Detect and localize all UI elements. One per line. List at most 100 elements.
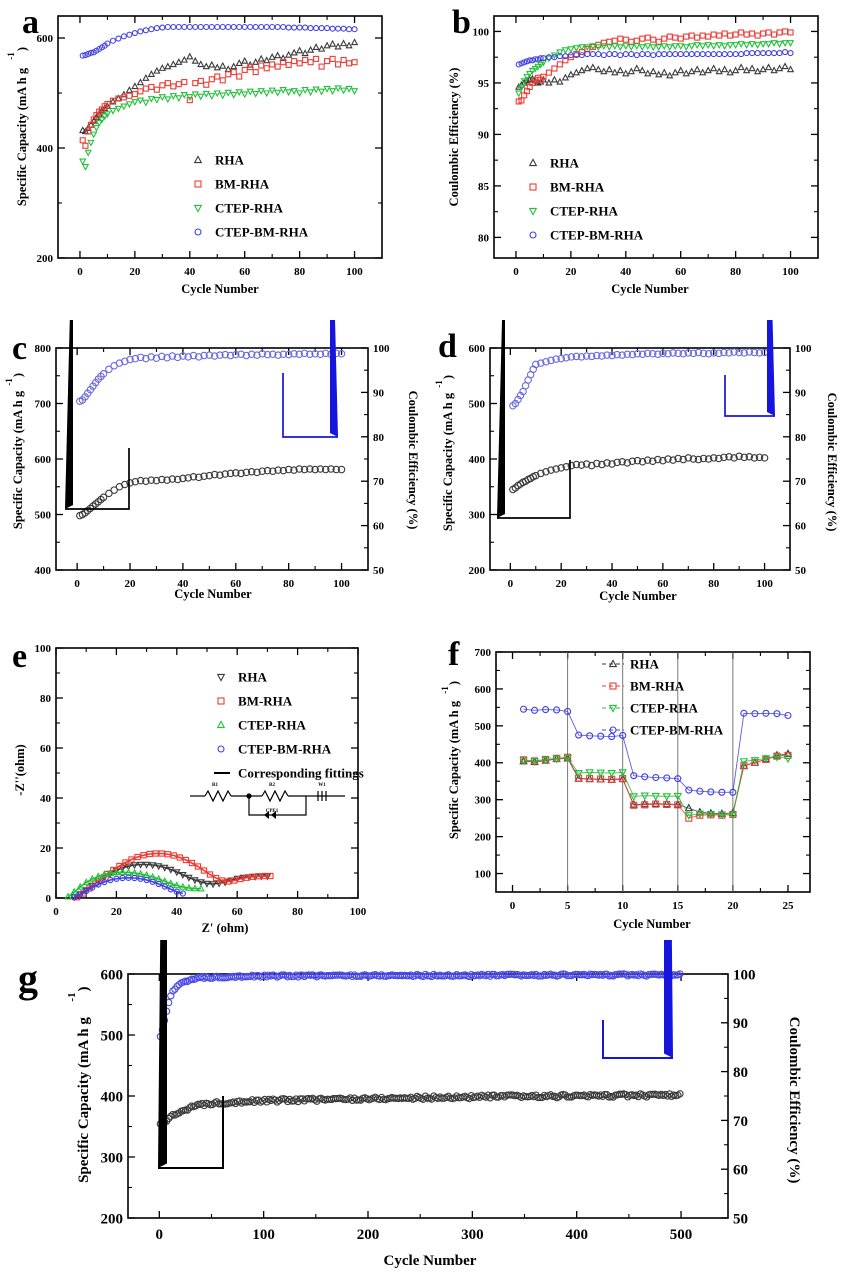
x-tick-label: 60 — [232, 906, 244, 918]
point — [252, 90, 260, 98]
y-tick-label: 0 — [46, 893, 52, 905]
point — [318, 63, 325, 70]
legend-label: RHA — [215, 153, 245, 168]
point — [226, 351, 235, 360]
point — [87, 49, 94, 56]
point — [82, 878, 90, 886]
point — [530, 758, 539, 767]
point — [761, 755, 771, 764]
point — [688, 67, 696, 75]
point — [644, 43, 652, 51]
point — [745, 453, 754, 461]
point — [542, 706, 550, 714]
point — [225, 71, 232, 78]
point — [169, 987, 177, 995]
point — [759, 65, 767, 73]
point — [575, 731, 583, 739]
fitting-line — [73, 876, 184, 898]
point — [79, 52, 86, 59]
point — [142, 354, 150, 363]
point — [300, 1097, 308, 1105]
y-tick-label: 400 — [101, 1089, 124, 1105]
x-tick-label: 0 — [508, 578, 514, 590]
point — [82, 51, 89, 59]
series-CTEP-BM-RHA — [515, 48, 794, 68]
point — [738, 51, 745, 58]
point — [628, 51, 635, 58]
point — [730, 348, 738, 356]
equivalent-circuit-inset: R1 R2 CPE1 W1 — [190, 783, 345, 819]
y-tick-label: 90 — [478, 129, 490, 141]
y-tick-label: 200 — [475, 832, 492, 844]
point — [159, 24, 166, 31]
point — [120, 103, 128, 111]
point — [213, 63, 221, 71]
y-tick-label: 600 — [37, 33, 54, 45]
point — [738, 29, 745, 36]
point — [125, 874, 132, 881]
point — [236, 23, 243, 31]
point — [515, 61, 522, 68]
point — [334, 85, 342, 93]
point — [224, 89, 232, 97]
point — [661, 51, 668, 58]
point — [526, 57, 533, 64]
point — [203, 880, 211, 888]
point — [616, 44, 624, 52]
legend-label: CTEP-BM-RHA — [550, 228, 644, 243]
svg-text:CPE1: CPE1 — [266, 809, 279, 814]
point — [520, 78, 528, 86]
point — [257, 54, 265, 62]
point — [76, 882, 84, 890]
point — [137, 28, 144, 35]
point — [184, 353, 192, 361]
point — [514, 395, 522, 404]
x-tick-label: 60 — [239, 266, 251, 278]
svg-text:R2: R2 — [269, 783, 276, 788]
point — [306, 350, 314, 358]
point — [258, 62, 265, 69]
point — [695, 810, 705, 819]
point — [660, 68, 668, 76]
point — [237, 469, 245, 478]
panel-f-ylabel-paren: ) — [447, 681, 461, 685]
point — [572, 68, 581, 76]
point — [730, 454, 738, 462]
point — [131, 29, 138, 37]
point — [146, 850, 153, 858]
trend-line — [523, 756, 789, 816]
point — [519, 757, 528, 766]
point — [235, 89, 243, 97]
panel-g-ylabel: Specific Capacity (mA h g — [76, 1017, 92, 1183]
point — [153, 25, 160, 32]
point — [120, 33, 127, 40]
point — [596, 769, 605, 778]
y2-tick-label: 50 — [733, 1211, 748, 1227]
panel-d-xlabel: Cycle Number — [599, 589, 677, 603]
point — [170, 23, 177, 31]
point — [295, 46, 304, 54]
point — [606, 38, 613, 45]
point — [561, 73, 570, 81]
point — [693, 42, 701, 49]
y2-tick-label: 50 — [795, 565, 807, 577]
panel-d-ylabel-sup: -1 — [434, 380, 444, 388]
point — [273, 51, 282, 59]
point — [640, 799, 649, 808]
point — [312, 86, 320, 94]
point — [709, 43, 718, 51]
point — [684, 454, 693, 462]
point — [623, 350, 632, 358]
point — [334, 42, 342, 50]
y-tick-label: 85 — [478, 181, 490, 193]
point — [622, 69, 630, 77]
point — [350, 88, 359, 95]
point — [755, 453, 764, 462]
point — [619, 731, 627, 739]
point — [295, 350, 304, 358]
point — [216, 351, 224, 359]
point — [750, 348, 759, 357]
point — [529, 57, 536, 64]
point — [175, 81, 182, 88]
point — [300, 465, 309, 474]
